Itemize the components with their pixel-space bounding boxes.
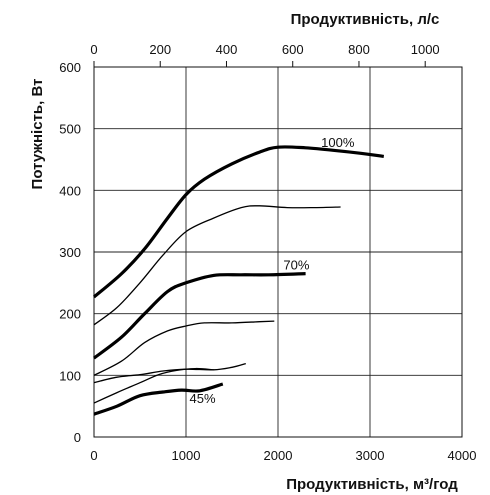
grid xyxy=(94,67,462,437)
top-axis-title: Продуктивність, л/с xyxy=(291,11,440,28)
bottom-axis: 0 1000 2000 3000 4000 xyxy=(90,448,476,463)
y-axis-title: Потужність, Вт xyxy=(29,79,46,190)
series-line-2 xyxy=(93,205,341,326)
series-line-4 xyxy=(93,320,275,376)
series-label: 100% xyxy=(321,135,355,150)
top-tick-label: 800 xyxy=(348,42,370,57)
top-axis: 0 200 400 600 800 1000 xyxy=(90,42,440,67)
series-line-5 xyxy=(93,362,246,384)
series-line-3 xyxy=(93,272,306,360)
bottom-axis-title: Продуктивність, м³/год xyxy=(286,476,458,493)
y-tick-label: 200 xyxy=(59,307,81,322)
x-tick-label: 0 xyxy=(90,448,97,463)
series-line-1 xyxy=(92,145,385,299)
y-tick-label: 500 xyxy=(59,122,81,137)
top-tick-label: 0 xyxy=(90,42,97,57)
top-tick-label: 400 xyxy=(216,42,238,57)
y-tick-label: 400 xyxy=(59,183,81,198)
series-line-6 xyxy=(93,367,214,404)
plot-frame xyxy=(93,66,463,438)
y-tick-label: 600 xyxy=(59,60,81,75)
x-tick-label: 2000 xyxy=(264,448,293,463)
y-tick-label: 0 xyxy=(74,430,81,445)
top-tick-label: 600 xyxy=(282,42,304,57)
series-line-7 xyxy=(93,382,224,416)
top-tick-label: 200 xyxy=(149,42,171,57)
top-tick-label: 1000 xyxy=(411,42,440,57)
series-labels: 100% 70% 45% xyxy=(190,135,355,406)
left-axis: 0 100 200 300 400 500 600 xyxy=(59,60,81,445)
series-label: 70% xyxy=(283,257,309,272)
x-tick-label: 3000 xyxy=(356,448,385,463)
x-tick-label: 1000 xyxy=(172,448,201,463)
x-tick-label: 4000 xyxy=(448,448,477,463)
series-group xyxy=(92,145,385,416)
y-tick-label: 100 xyxy=(59,368,81,383)
y-tick-label: 300 xyxy=(59,245,81,260)
series-label: 45% xyxy=(190,391,216,406)
